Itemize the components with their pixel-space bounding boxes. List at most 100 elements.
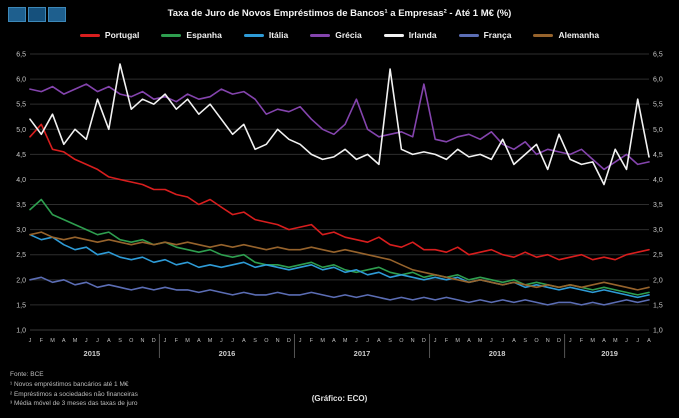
series-line-frança	[29, 276, 650, 306]
y-tick-label-right: 3,5	[653, 202, 663, 209]
legend-swatch-icon	[310, 33, 331, 37]
y-tick-label-right: 1,5	[653, 302, 663, 309]
x-tick-label: O	[534, 338, 539, 344]
x-tick-label: M	[50, 338, 55, 344]
y-tick-label-right: 2,0	[653, 277, 663, 284]
x-tick-label: J	[355, 338, 358, 344]
y-tick-label-left: 5,5	[16, 102, 26, 109]
x-tick-label: N	[276, 338, 280, 344]
x-tick-label: A	[332, 338, 336, 344]
legend-label: Portugal	[104, 30, 140, 40]
x-tick-label: D	[287, 338, 291, 344]
logo-square-icon	[8, 7, 26, 22]
line-chart: 1,0 1,0 1,5 1,5 2,0 2,0 2,5 2,5 3,0 3,0 3,5 3,5 4,0 4…	[16, 52, 663, 358]
x-tick-label: F	[310, 338, 314, 344]
legend-item-itália: Itália	[243, 30, 288, 40]
y-tick-label-right: 6,0	[653, 77, 663, 84]
x-tick-label: M	[73, 338, 78, 344]
credit-line: (Gráfico: ECO)	[311, 394, 368, 403]
x-tick-label: J	[569, 338, 572, 344]
x-tick-label: D	[422, 338, 426, 344]
x-tick-label: M	[343, 338, 348, 344]
x-tick-label: M	[320, 338, 325, 344]
y-tick-label-left: 6,0	[16, 77, 26, 84]
x-tick-label: J	[220, 338, 223, 344]
source-note: Fonte: BCE	[10, 371, 44, 378]
x-tick-label: J	[434, 338, 437, 344]
year-label: 2015	[84, 349, 101, 358]
legend-swatch-icon	[383, 33, 404, 37]
x-tick-label: A	[242, 338, 246, 344]
legend-label: Irlanda	[408, 30, 437, 40]
y-tick-label-right: 1,0	[653, 328, 663, 335]
legend-swatch-icon	[79, 33, 100, 37]
x-tick-label: D	[152, 338, 156, 344]
legend-label: Alemanha	[558, 30, 600, 40]
series-line-portugal	[29, 123, 650, 261]
legend-item-irlanda: Irlanda	[383, 30, 437, 40]
footnote-line: ³ Média móvel de 3 meses das taxas de ju…	[10, 400, 138, 408]
x-tick-label: S	[523, 338, 527, 344]
x-tick-label: F	[580, 338, 584, 344]
legend-item-portugal: Portugal	[79, 30, 140, 40]
x-tick-label: O	[399, 338, 404, 344]
x-tick-label: J	[29, 338, 32, 344]
legend-swatch-icon	[161, 33, 182, 37]
y-tick-label-right: 3,0	[653, 227, 663, 234]
legend-item-espanha: Espanha	[161, 30, 222, 40]
footnote-line: ² Empréstimos a sociedades não financeir…	[10, 390, 138, 398]
legend-label: Grécia	[335, 30, 362, 40]
series-line-espanha	[29, 198, 650, 296]
legend-swatch-icon	[243, 33, 264, 37]
x-tick-label: A	[467, 338, 471, 344]
y-tick-label-left: 4,0	[16, 177, 26, 184]
y-tick-label-right: 4,5	[653, 152, 663, 159]
x-tick-label: J	[636, 338, 639, 344]
series-line-itália	[29, 233, 650, 299]
x-tick-label: J	[490, 338, 493, 344]
legend-label: Espanha	[186, 30, 222, 40]
y-tick-label-left: 6,5	[16, 52, 26, 59]
year-label: 2019	[601, 349, 618, 358]
x-tick-label: S	[388, 338, 392, 344]
legend-item-alemanha: Alemanha	[533, 30, 599, 40]
year-label: 2016	[219, 349, 236, 358]
x-tick-label: M	[590, 338, 595, 344]
x-tick-label: J	[625, 338, 628, 344]
y-tick-label-right: 6,5	[653, 52, 663, 59]
logo-square-icon	[28, 7, 46, 22]
chart-legend: Portugal Espanha Itália Grécia Irlanda França…	[0, 30, 679, 40]
x-tick-label: J	[96, 338, 99, 344]
y-tick-label-left: 1,5	[16, 302, 26, 309]
x-tick-label: J	[501, 338, 504, 344]
x-tick-label: F	[445, 338, 449, 344]
x-tick-label: J	[85, 338, 88, 344]
footnotes: Fonte: BCE ¹ Novos empréstimos bancários…	[10, 370, 138, 409]
x-tick-label: A	[62, 338, 66, 344]
x-tick-label: M	[185, 338, 190, 344]
x-tick-label: J	[231, 338, 234, 344]
legend-swatch-icon	[533, 33, 554, 37]
x-tick-label: M	[478, 338, 483, 344]
legend-item-frança: França	[458, 30, 511, 40]
x-tick-label: A	[512, 338, 516, 344]
x-tick-label: M	[208, 338, 213, 344]
x-tick-label: N	[411, 338, 415, 344]
x-tick-label: A	[197, 338, 201, 344]
x-tick-label: O	[264, 338, 269, 344]
series-line-alemanha	[29, 231, 650, 291]
x-tick-label: F	[40, 338, 44, 344]
y-tick-label-left: 4,5	[16, 152, 26, 159]
legend-swatch-icon	[458, 33, 479, 37]
y-tick-label-left: 2,5	[16, 252, 26, 259]
year-label: 2017	[354, 349, 371, 358]
x-tick-label: S	[118, 338, 122, 344]
x-tick-label: N	[141, 338, 145, 344]
x-tick-label: D	[557, 338, 561, 344]
x-tick-label: J	[366, 338, 369, 344]
series-line-grécia	[29, 83, 650, 171]
logo-square-icon	[48, 7, 66, 22]
y-tick-label-left: 3,0	[16, 227, 26, 234]
x-tick-label: M	[613, 338, 618, 344]
footnote-line: ¹ Novos empréstimos bancários até 1 M€	[10, 380, 129, 388]
